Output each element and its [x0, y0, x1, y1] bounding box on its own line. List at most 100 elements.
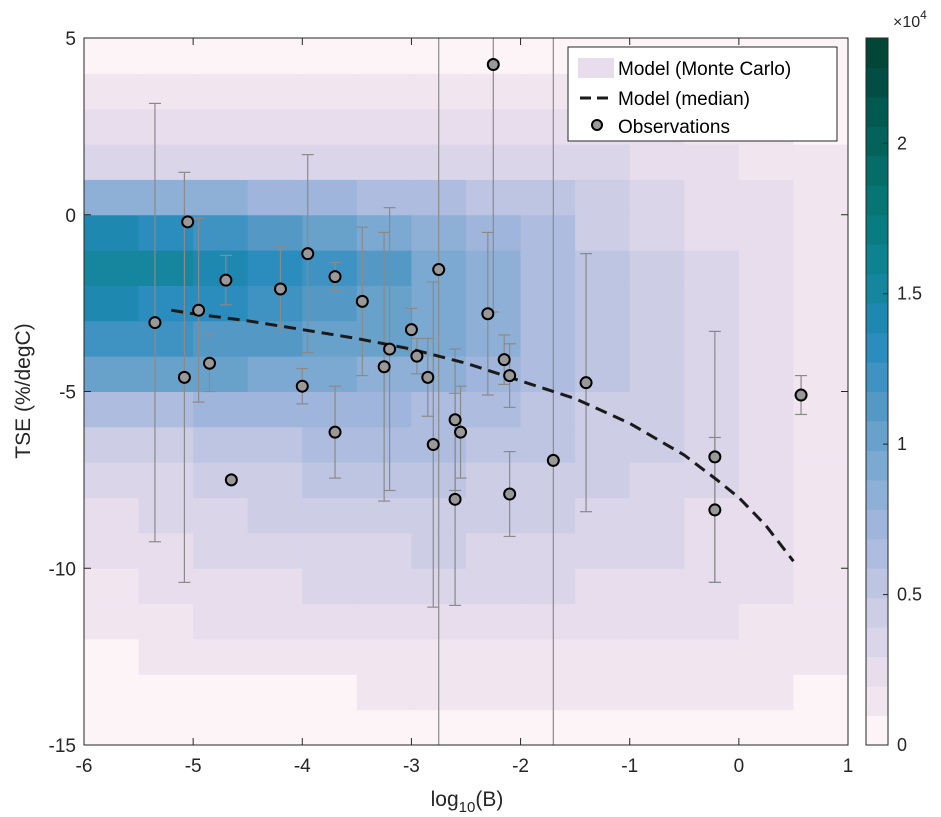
heatmap-cell: [793, 568, 849, 605]
observation-point: [410, 349, 424, 363]
legend-marker: [591, 119, 603, 131]
heatmap-cell: [684, 638, 740, 675]
observation-point: [148, 316, 162, 330]
heatmap-cell: [738, 532, 794, 569]
heatmap-cell: [193, 638, 249, 675]
heatmap-cell: [520, 214, 576, 251]
heatmap-cell: [193, 356, 249, 392]
heatmap-cell: [356, 638, 412, 675]
heatmap-cell: [356, 709, 412, 746]
heatmap-cell: [575, 391, 631, 428]
heatmap-cell: [193, 144, 249, 180]
colorbar-cell: [866, 715, 888, 746]
heatmap-cell: [684, 674, 740, 711]
observation-point: [295, 379, 309, 393]
observation-point: [273, 282, 287, 296]
heatmap-layer: [84, 38, 849, 746]
heatmap-cell: [302, 532, 358, 569]
heatmap-cell: [138, 73, 194, 110]
heatmap-cell: [138, 391, 194, 428]
heatmap-cell: [84, 285, 140, 322]
median-line-layer: [171, 308, 795, 563]
heatmap-cell: [466, 391, 522, 428]
heatmap-cell: [84, 497, 140, 534]
observation-point: [219, 273, 233, 287]
heatmap-cell: [520, 108, 576, 145]
heatmap-cell: [575, 638, 631, 675]
heatmap-cell: [684, 214, 740, 251]
heatmap-cell: [302, 638, 358, 675]
observation-layer: [148, 58, 808, 517]
heatmap-cell: [520, 568, 576, 605]
heatmap-cell: [738, 426, 794, 463]
heatmap-cell: [684, 179, 740, 216]
heatmap-cell: [575, 497, 631, 534]
colorbar-tick-label: 0: [897, 735, 907, 755]
heatmap-cell: [629, 497, 685, 534]
colorbar-tick-label: 1.5: [897, 284, 922, 304]
heatmap-cell: [302, 108, 358, 145]
heatmap-cell: [629, 426, 685, 463]
heatmap-cell: [575, 709, 631, 746]
observation-point: [301, 247, 315, 261]
heatmap-cell: [629, 391, 685, 428]
heatmap-cell: [793, 462, 849, 499]
heatmap-cell: [520, 38, 576, 74]
colorbar-cell: [866, 686, 888, 717]
observation-point: [404, 323, 418, 337]
heatmap-cell: [84, 462, 140, 499]
heatmap-cell: [629, 638, 685, 675]
heatmap-cell: [520, 532, 576, 569]
heatmap-cell: [466, 709, 522, 746]
heatmap-cell: [520, 603, 576, 640]
heatmap-cell: [138, 532, 194, 569]
y-tick-label: -10: [49, 559, 76, 580]
heatmap-cell: [738, 709, 794, 746]
heatmap-cell: [629, 709, 685, 746]
heatmap-cell: [520, 462, 576, 499]
heatmap-cell: [84, 603, 140, 640]
heatmap-cell: [356, 568, 412, 605]
observation-point: [546, 453, 560, 467]
heatmap-cell: [738, 320, 794, 357]
colorbar-cell: [866, 479, 888, 510]
observation-point: [383, 342, 397, 356]
heatmap-cell: [738, 462, 794, 499]
heatmap-cell: [247, 674, 303, 711]
heatmap-cell: [629, 285, 685, 322]
heatmap-cell: [793, 674, 849, 711]
heatmap-cell: [793, 709, 849, 746]
colorbar-cell: [866, 273, 888, 304]
colorbar-cell: [866, 214, 888, 245]
observation-point: [481, 307, 495, 321]
heatmap-cell: [520, 638, 576, 675]
heatmap-cell: [520, 391, 576, 428]
heatmap-cell: [356, 532, 412, 569]
x-tick-label: 0: [734, 756, 745, 777]
heatmap-cell: [684, 250, 740, 286]
observation-point: [708, 450, 722, 464]
heatmap-cell: [793, 426, 849, 463]
heatmap-cell: [138, 320, 194, 357]
heatmap-cell: [629, 674, 685, 711]
heatmap-cell: [738, 568, 794, 605]
colorbar-frame: [865, 37, 889, 746]
heatmap-cell: [247, 497, 303, 534]
heatmap-cell: [302, 285, 358, 322]
heatmap-cell: [193, 426, 249, 463]
heatmap-cell: [466, 674, 522, 711]
colorbar-cell: [866, 96, 888, 127]
observation-point: [328, 425, 342, 439]
heatmap-cell: [466, 426, 522, 463]
heatmap-cell: [193, 532, 249, 569]
heatmap-cell: [247, 144, 303, 180]
y-tick-label: 0: [65, 206, 76, 227]
heatmap-cell: [575, 285, 631, 322]
heatmap-cell: [247, 73, 303, 110]
observation-point: [497, 353, 511, 367]
heatmap-cell: [193, 603, 249, 640]
heatmap-cell: [193, 674, 249, 711]
heatmap-cell: [138, 144, 194, 180]
heatmap-cell: [302, 38, 358, 74]
heatmap-cell: [193, 497, 249, 534]
